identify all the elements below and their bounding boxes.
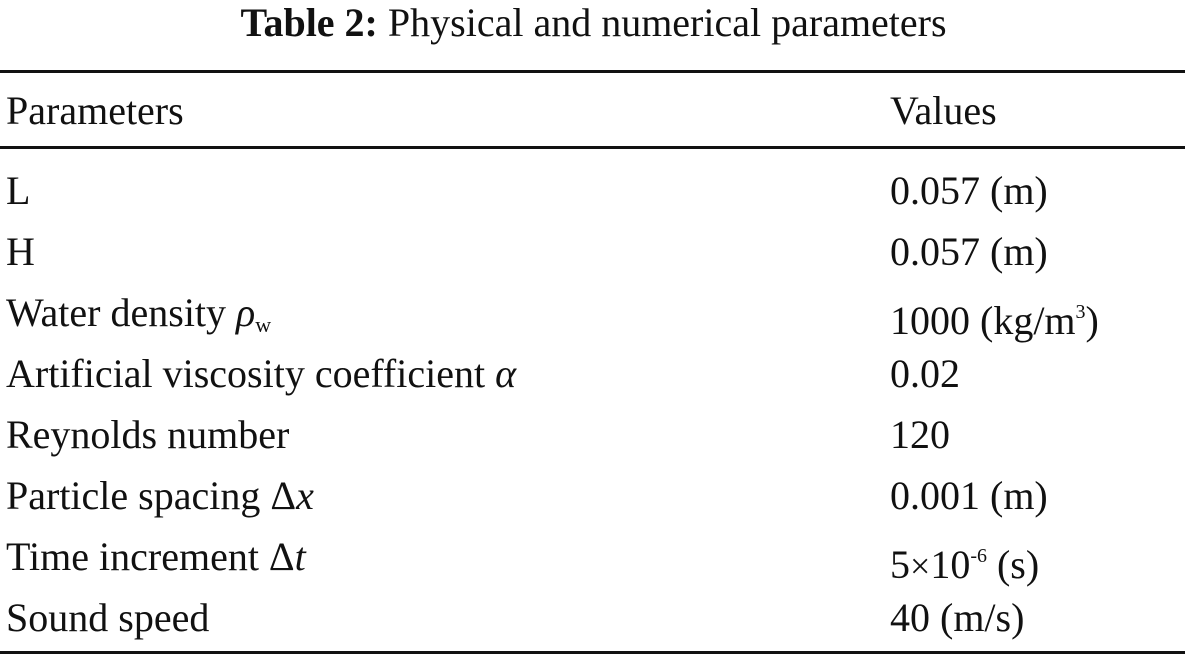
value-text: 0.057 (m) <box>890 168 1048 213</box>
table-row: Particle spacing Δx 0.001 (m) <box>0 465 1187 526</box>
parameter-name: Sound speed <box>6 595 210 640</box>
table-top-rule <box>0 70 1185 73</box>
table-caption-text: Physical and numerical parameters <box>387 0 947 45</box>
parameter-symbol: t <box>294 534 306 579</box>
value-text: 5 <box>890 542 910 587</box>
row-parameter: L <box>6 160 30 221</box>
parameter-name: Artificial viscosity coefficient <box>6 351 496 396</box>
table-row: L 0.057 (m) <box>0 160 1187 221</box>
row-parameter: Reynolds number <box>6 404 289 465</box>
row-value: 40 (m/s) <box>890 587 1024 648</box>
parameter-name: Time increment Δ <box>6 534 295 579</box>
parameter-name: Particle spacing Δ <box>6 473 297 518</box>
value-text: 0.057 (m) <box>890 229 1048 274</box>
table-row: Reynolds number 120 <box>0 404 1187 465</box>
table-bottom-rule <box>0 651 1185 654</box>
parameter-symbol: x <box>296 473 314 518</box>
table-caption-label: Table 2: <box>240 0 378 45</box>
row-parameter: Particle spacing Δx <box>6 465 314 526</box>
value-times-sign: × <box>910 546 931 586</box>
parameter-symbol: α <box>495 351 517 396</box>
row-value: 5×10-6 (s) <box>890 526 1039 597</box>
value-tail: (s) <box>986 542 1040 587</box>
row-value: 0.057 (m) <box>890 160 1048 221</box>
parameter-name: Water density <box>6 290 237 335</box>
row-value: 0.02 <box>890 343 960 404</box>
table-caption: Table 2: Physical and numerical paramete… <box>0 0 1187 50</box>
value-tail: ) <box>1085 298 1099 343</box>
parameter-name: H <box>6 229 35 274</box>
table-row: H 0.057 (m) <box>0 221 1187 282</box>
row-value: 120 <box>890 404 950 465</box>
table-header-row: Parameters Values <box>0 80 1187 141</box>
row-parameter: Water density ρw <box>6 282 271 355</box>
value-text: 40 (m/s) <box>890 595 1025 640</box>
table-row: Sound speed 40 (m/s) <box>0 587 1187 648</box>
table-row: Artificial viscosity coefficient α 0.02 <box>0 343 1187 404</box>
value-text: 0.02 <box>890 351 960 396</box>
row-parameter: Artificial viscosity coefficient α <box>6 343 516 404</box>
table-row: Water density ρw 1000 (kg/m3) <box>0 282 1187 343</box>
row-parameter: Sound speed <box>6 587 209 648</box>
value-superscript: -6 <box>970 545 987 567</box>
row-parameter: H <box>6 221 35 282</box>
value-text: 0.001 (m) <box>890 473 1048 518</box>
parameter-name: Reynolds number <box>6 412 290 457</box>
parameter-symbol: ρ <box>236 290 256 335</box>
value-text: 1000 (kg/m <box>890 298 1076 343</box>
parameter-symbol-subscript: w <box>255 312 272 337</box>
value-text: 120 <box>890 412 950 457</box>
row-parameter: Time increment Δt <box>6 526 306 587</box>
row-value: 0.001 (m) <box>890 465 1048 526</box>
parameter-name: L <box>6 168 31 213</box>
header-parameters: Parameters <box>6 88 184 133</box>
row-value: 0.057 (m) <box>890 221 1048 282</box>
value-base: 10 <box>930 542 971 587</box>
row-value: 1000 (kg/m3) <box>890 282 1099 351</box>
table-header-rule <box>0 146 1185 149</box>
value-superscript: 3 <box>1075 301 1086 323</box>
table-row: Time increment Δt 5×10-6 (s) <box>0 526 1187 587</box>
header-values: Values <box>890 88 997 133</box>
